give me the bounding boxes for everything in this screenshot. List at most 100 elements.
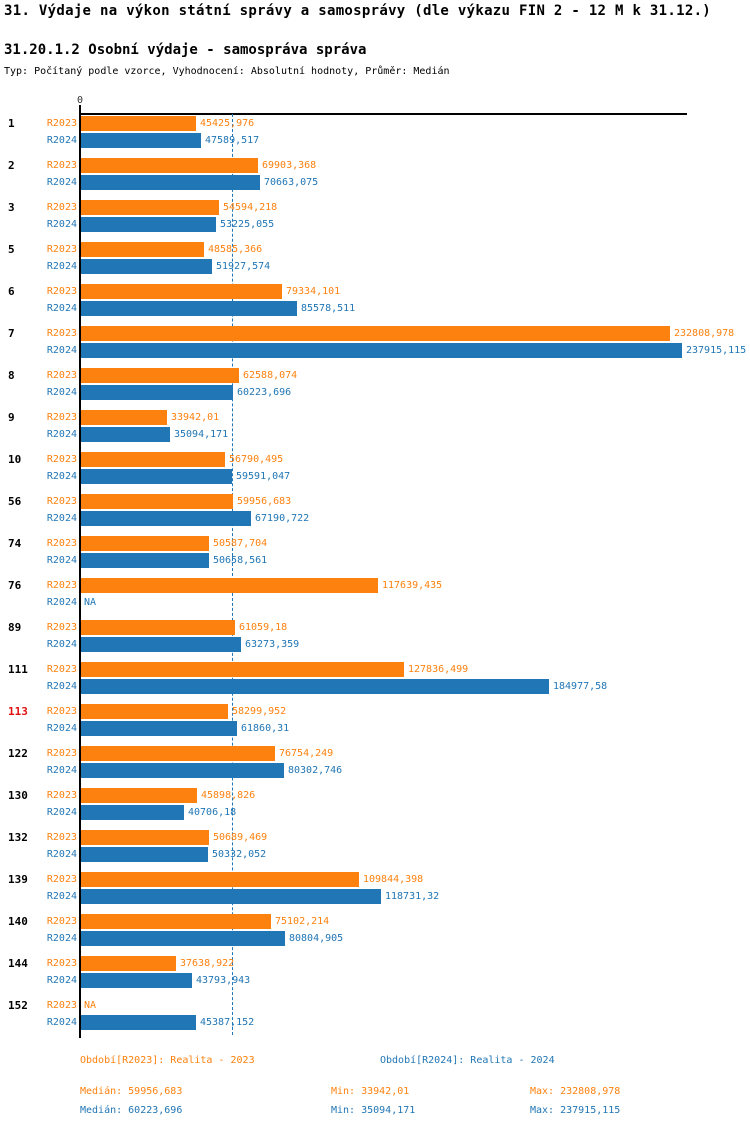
value-r2023: 232808,978: [674, 328, 735, 339]
series-label-r2023: R2023: [46, 454, 77, 465]
value-r2024: 80302,746: [288, 765, 343, 776]
bar-r2024: [81, 175, 260, 190]
value-r2023: 79334,101: [286, 286, 341, 297]
value-r2024: 63273,359: [245, 639, 300, 650]
bar-r2024: [81, 133, 201, 148]
value-r2024: 70663,075: [264, 177, 319, 188]
series-label-r2023: R2023: [46, 118, 77, 129]
value-na-r2023: NA: [84, 1000, 97, 1011]
category-label: 76: [8, 579, 22, 592]
value-r2023: 50587,704: [213, 538, 268, 549]
category-label: 3: [8, 201, 15, 214]
value-r2024: 43793,943: [196, 975, 251, 986]
bar-r2023: [81, 410, 167, 425]
value-r2024: 61860,31: [241, 723, 290, 734]
bar-r2023: [81, 830, 209, 845]
bar-r2024: [81, 553, 209, 568]
stat-median-2024: Medián: 60223,696: [80, 1105, 183, 1116]
value-r2023: 48585,366: [208, 244, 263, 255]
value-r2023: 127836,499: [408, 664, 469, 675]
value-r2024: 50658,561: [213, 555, 268, 566]
value-r2023: 109844,398: [363, 874, 424, 885]
series-label-r2024: R2024: [46, 933, 77, 944]
axis-zero-label: 0: [76, 95, 84, 106]
category-label: 140: [8, 915, 28, 928]
value-r2024: 51927,574: [216, 261, 271, 272]
bar-r2023: [81, 872, 359, 887]
value-r2024: 47589,517: [205, 135, 260, 146]
bar-r2024: [81, 805, 184, 820]
bar-r2023: [81, 788, 197, 803]
bar-r2024: [81, 217, 216, 232]
series-label-r2024: R2024: [46, 513, 77, 524]
report-title: 31. Výdaje na výkon státní správy a samo…: [4, 3, 712, 19]
value-r2023: 56790,495: [229, 454, 284, 465]
category-label: 7: [8, 327, 15, 340]
series-label-r2023: R2023: [46, 496, 77, 507]
category-label: 113: [8, 705, 28, 718]
bar-r2023: [81, 368, 239, 383]
category-label: 9: [8, 411, 15, 424]
series-label-r2024: R2024: [46, 723, 77, 734]
series-label-r2024: R2024: [46, 807, 77, 818]
bar-r2023: [81, 326, 670, 341]
value-r2024: 50332,052: [212, 849, 267, 860]
bar-r2023: [81, 704, 228, 719]
series-label-r2024: R2024: [46, 177, 77, 188]
bar-r2023: [81, 494, 233, 509]
bar-r2023: [81, 536, 209, 551]
bar-r2024: [81, 721, 237, 736]
series-label-r2023: R2023: [46, 412, 77, 423]
series-label-r2023: R2023: [46, 1000, 77, 1011]
category-label: 111: [8, 663, 28, 676]
series-label-r2023: R2023: [46, 202, 77, 213]
bar-r2023: [81, 914, 271, 929]
series-label-r2024: R2024: [46, 429, 77, 440]
bar-r2023: [81, 284, 282, 299]
series-label-r2023: R2023: [46, 790, 77, 801]
bar-r2024: [81, 973, 192, 988]
series-label-r2024: R2024: [46, 471, 77, 482]
legend-period-2024: Období[R2024]: Realita - 2024: [380, 1055, 555, 1066]
category-label: 56: [8, 495, 22, 508]
value-r2023: 45898,826: [201, 790, 256, 801]
value-r2023: 61059,18: [239, 622, 288, 633]
category-label: 2: [8, 159, 15, 172]
series-label-r2024: R2024: [46, 1017, 77, 1028]
y-axis-line: [79, 105, 81, 1038]
series-label-r2024: R2024: [46, 681, 77, 692]
series-label-r2023: R2023: [46, 748, 77, 759]
category-label: 139: [8, 873, 28, 886]
series-label-r2023: R2023: [46, 580, 77, 591]
bar-r2024: [81, 763, 284, 778]
indicator-title: 31.20.1.2 Osobní výdaje - samospráva spr…: [4, 42, 367, 58]
bar-r2024: [81, 469, 232, 484]
series-label-r2024: R2024: [46, 849, 77, 860]
bar-r2024: [81, 385, 233, 400]
bar-r2024: [81, 343, 682, 358]
series-label-r2023: R2023: [46, 832, 77, 843]
value-r2023: 50689,469: [213, 832, 268, 843]
value-r2023: 76754,249: [279, 748, 334, 759]
series-label-r2023: R2023: [46, 874, 77, 885]
value-r2024: 237915,115: [686, 345, 747, 356]
bar-r2024: [81, 847, 208, 862]
series-label-r2023: R2023: [46, 916, 77, 927]
category-label: 122: [8, 747, 28, 760]
bar-r2024: [81, 637, 241, 652]
bar-r2024: [81, 259, 212, 274]
value-r2024: 59591,047: [236, 471, 291, 482]
stat-median-2023: Medián: 59956,683: [80, 1086, 183, 1097]
value-r2023: 75102,214: [275, 916, 330, 927]
value-r2024: 118731,32: [385, 891, 440, 902]
category-label: 6: [8, 285, 15, 298]
stat-max-2023: Max: 232808,978: [530, 1086, 621, 1097]
bar-r2023: [81, 662, 404, 677]
value-r2024: 60223,696: [237, 387, 292, 398]
category-label: 130: [8, 789, 28, 802]
value-r2023: 58299,952: [232, 706, 287, 717]
category-label: 74: [8, 537, 22, 550]
series-label-r2023: R2023: [46, 286, 77, 297]
value-r2024: 184977,58: [553, 681, 608, 692]
category-label: 132: [8, 831, 28, 844]
